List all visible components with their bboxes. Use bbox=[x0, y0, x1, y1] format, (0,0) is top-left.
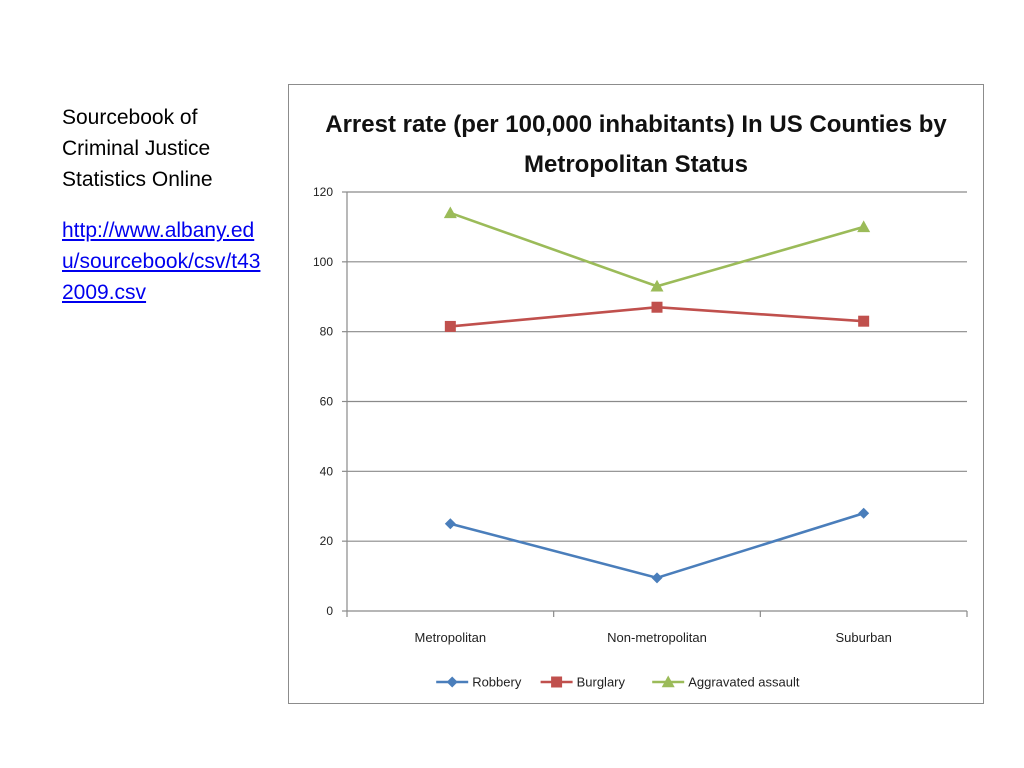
y-tick-label: 120 bbox=[313, 185, 333, 199]
burglary-data-point bbox=[444, 320, 456, 332]
aggravated-assault-data-point bbox=[857, 220, 871, 233]
source-title: Sourcebook of Criminal Justice Statistic… bbox=[62, 106, 213, 191]
y-tick-label: 80 bbox=[320, 325, 334, 339]
y-tick-label: 60 bbox=[320, 395, 334, 409]
chart-title: Arrest rate (per 100,000 inhabitants) In… bbox=[325, 111, 947, 178]
aggravated-assault-legend-marker bbox=[661, 675, 675, 688]
y-tick-label: 20 bbox=[320, 534, 334, 548]
x-tick-label: Metropolitan bbox=[415, 630, 487, 645]
y-tick-label: 0 bbox=[326, 604, 333, 618]
robbery-legend-label: Robbery bbox=[472, 675, 522, 690]
aggravated-assault-legend-label: Aggravated assault bbox=[688, 675, 800, 690]
robbery-data-point bbox=[651, 572, 663, 584]
x-tick-label: Suburban bbox=[835, 630, 891, 645]
source-note: Sourcebook of Criminal Justice Statistic… bbox=[62, 102, 262, 308]
source-link[interactable]: http://www.albany.edu/sourcebook/csv/t43… bbox=[62, 219, 261, 304]
burglary-legend-label: Burglary bbox=[577, 675, 626, 690]
robbery-data-point bbox=[858, 507, 870, 519]
robbery-legend-marker bbox=[446, 676, 458, 688]
aggravated-assault-data-point bbox=[650, 279, 664, 292]
x-tick-label: Non-metropolitan bbox=[607, 630, 707, 645]
burglary-data-point bbox=[858, 315, 870, 327]
chart-frame: Arrest rate (per 100,000 inhabitants) In… bbox=[288, 84, 984, 704]
robbery-series-line bbox=[450, 511, 865, 580]
aggravated-assault-series-line bbox=[449, 211, 865, 288]
y-tick-label: 100 bbox=[313, 255, 333, 269]
line-chart: 0 20 40 60 80 100 120 Metropolitan Non-metropoli… bbox=[313, 185, 968, 690]
aggravated-assault-data-point bbox=[443, 206, 457, 219]
burglary-legend-marker bbox=[551, 676, 563, 688]
burglary-data-point bbox=[651, 301, 663, 313]
y-tick-label: 40 bbox=[320, 464, 334, 478]
robbery-data-point bbox=[444, 518, 456, 530]
